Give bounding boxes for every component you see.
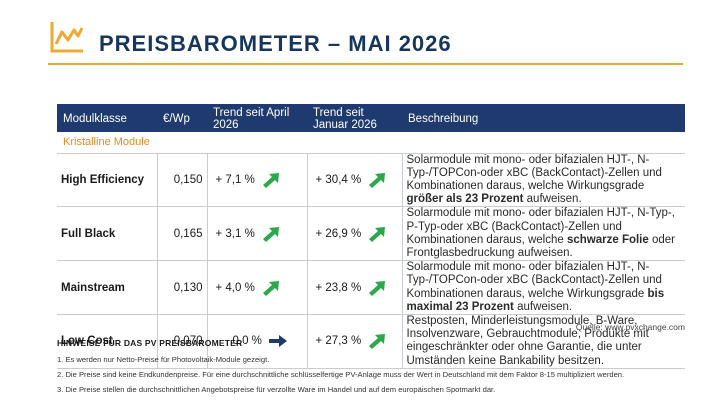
- note-item: 3. Die Preise stellen die durchschnittli…: [57, 385, 496, 394]
- price-value: 0,070: [156, 314, 207, 369]
- module-class: Low Cost: [57, 314, 157, 369]
- column-header: Modulklasse: [57, 104, 157, 132]
- column-header-label: Trend seit Januar 2026: [313, 107, 377, 131]
- trend-cell: + 27,3 %: [306, 314, 402, 369]
- description: Restposten, Minderleistungsmodule, B-War…: [401, 314, 685, 369]
- description-text: oder Frontglasbedruckung aufweisen.: [406, 233, 676, 259]
- trend-cell: + 26,9 %: [306, 206, 402, 262]
- table-row: Full Black 0,165 + 3,1 % + 26,9 % Solarmodul…: [57, 206, 685, 262]
- column-header: Trend seit Januar 2026: [307, 104, 402, 132]
- description-text: Solarmodule mit mono- oder bifazialen HJ…: [406, 153, 662, 192]
- description: Solarmodule mit mono- oder bifazialen HJ…: [401, 206, 685, 262]
- trend-value: + 30,4 %: [315, 173, 362, 186]
- column-header: €/Wp: [157, 104, 207, 132]
- trend-value: + 7,1 %: [215, 173, 255, 186]
- description-text: aufweisen.: [513, 300, 573, 313]
- table-row: High Efficiency 0,150 + 7,1 % + 30,4 % Solar…: [57, 153, 685, 208]
- trend-value: + 26,9 %: [315, 227, 362, 240]
- price-value: 0,150: [156, 153, 207, 208]
- description-highlight: größer als 23 Prozent: [406, 193, 524, 206]
- note-item: 2. Die Preise sind keine Endkundenpreise…: [57, 370, 625, 379]
- trend-cell: + 4,0 %: [206, 260, 307, 315]
- trend-cell: + 30,4 %: [306, 153, 402, 208]
- notes-list: 1. Es werden nur Netto-Preise für Photov…: [57, 354, 624, 399]
- arrow-up-right-icon: [369, 280, 386, 296]
- section-row: Kristalline Module: [57, 132, 685, 154]
- column-header: Beschreibung: [402, 104, 685, 132]
- arrow-up-right-icon: [262, 226, 279, 242]
- trend-value: + 27,3 %: [315, 335, 362, 348]
- module-class: High Efficiency: [57, 153, 157, 208]
- description-text: aufweisen.: [523, 193, 582, 206]
- arrow-right-icon: [268, 335, 287, 348]
- description-highlight: bis maximal 23 Prozent: [406, 287, 665, 313]
- trend-cell: + 3,1 %: [206, 206, 307, 262]
- trend-cell: + 7,1 %: [206, 153, 307, 208]
- column-header-label: Trend seit April 2026: [213, 107, 290, 131]
- title-divider: [48, 63, 683, 65]
- description: Solarmodule mit mono- oder bifazialen HJ…: [401, 260, 685, 315]
- source-note: Quelle: www.pvxchange.com: [575, 322, 685, 332]
- arrow-up-right-icon: [369, 334, 386, 350]
- description: Solarmodule mit mono- oder bifazialen HJ…: [401, 153, 685, 208]
- column-header: Trend seit April 2026: [207, 104, 307, 132]
- price-value: 0,130: [156, 260, 207, 315]
- trend-cell: + 23,8 %: [306, 260, 402, 315]
- module-class: Mainstream: [57, 260, 157, 315]
- trend-cell: 0,0 %: [206, 314, 307, 369]
- trend-value: 0,0 %: [232, 335, 262, 348]
- pvxchange-logo-icon: [50, 22, 84, 53]
- table-header-row: Modulklasse €/Wp Trend seit April 2026 T…: [57, 104, 685, 132]
- arrow-up-right-icon: [262, 280, 279, 296]
- arrow-up-right-icon: [369, 172, 386, 188]
- trend-value: + 23,8 %: [315, 281, 362, 294]
- description-highlight: schwarze Folie: [566, 233, 649, 246]
- note-item: 1. Es werden nur Netto-Preise für Photov…: [57, 355, 270, 364]
- price-value: 0,165: [156, 206, 207, 262]
- trend-value: + 4,0 %: [215, 281, 255, 294]
- description-text: Solarmodule mit mono- oder bifazialen HJ…: [406, 207, 675, 246]
- section-label: Kristalline Module: [57, 132, 685, 154]
- page-title: PREISBAROMETER – MAI 2026: [99, 31, 452, 56]
- table-row: Mainstream 0,130 + 4,0 % + 23,8 % Solarmodul…: [57, 260, 685, 315]
- table-row: Low Cost 0,070 0,0 % + 27,3 % Restposten, Mi…: [57, 314, 685, 369]
- description-text: Restposten, Minderleistungsmodule, B-War…: [406, 314, 649, 367]
- arrow-up-right-icon: [369, 226, 386, 242]
- module-class: Full Black: [57, 206, 157, 262]
- description-text: Solarmodule mit mono- oder bifazialen HJ…: [406, 261, 662, 300]
- trend-value: + 3,1 %: [215, 227, 255, 240]
- notes-title: HINWEISE FÜR DAS PV PREISBAROMETER: [57, 338, 243, 348]
- price-table: Modulklasse €/Wp Trend seit April 2026 T…: [57, 104, 685, 369]
- arrow-up-right-icon: [262, 172, 279, 188]
